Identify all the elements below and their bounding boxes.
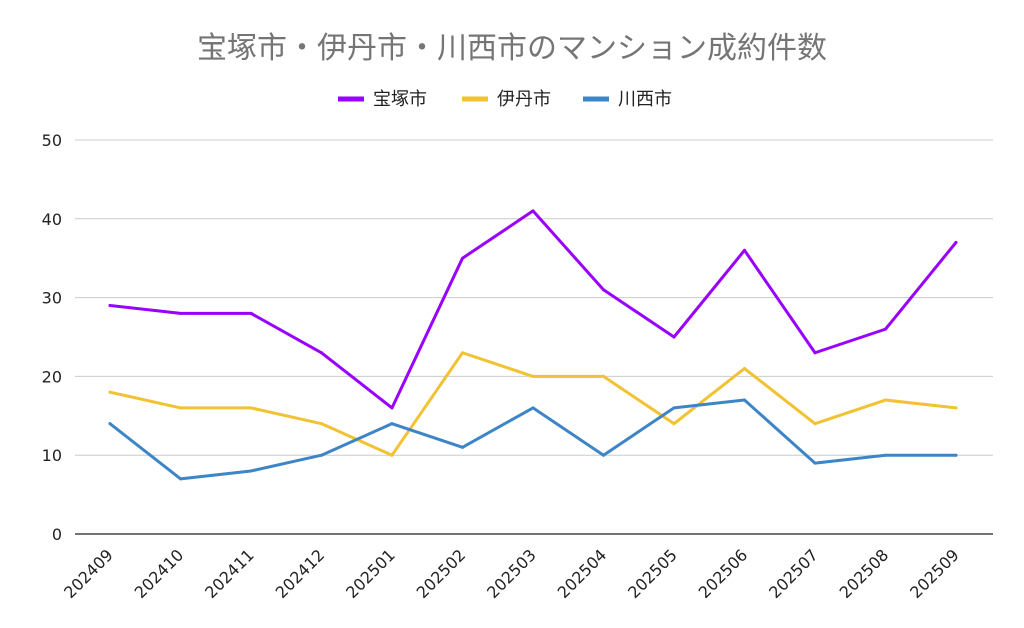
data-point-川西市-202502 [461, 445, 464, 449]
x-tick-label-202412: 202412 [272, 545, 329, 602]
data-point-伊丹市-202507 [813, 422, 817, 426]
x-tick-label-202507: 202507 [765, 545, 822, 602]
data-point-伊丹市-202506 [743, 367, 746, 371]
series-lines [108, 209, 958, 481]
data-point-宝塚市-202411 [249, 311, 253, 315]
y-tick-label-40: 40 [42, 210, 62, 229]
data-point-伊丹市-202509 [954, 406, 958, 410]
data-point-宝塚市-202506 [743, 248, 746, 252]
series-宝塚市 [108, 209, 958, 410]
x-axis-ticks: 202409 202410 202411 202412 202501 202502 2025… [60, 545, 963, 602]
data-point-伊丹市-202501 [390, 453, 394, 457]
data-point-宝塚市-202409 [108, 303, 112, 307]
legend-label-伊丹市: 伊丹市 [497, 89, 551, 110]
data-point-宝塚市-202503 [531, 209, 535, 213]
data-point-川西市-202411 [249, 469, 253, 473]
data-point-川西市-202501 [390, 422, 394, 426]
data-point-宝塚市-202410 [179, 311, 182, 315]
data-point-川西市-202507 [813, 461, 817, 465]
y-tick-label-10: 10 [42, 446, 62, 465]
x-tick-label-202501: 202501 [342, 545, 399, 602]
data-point-伊丹市-202411 [249, 406, 253, 410]
chart-title: 宝塚市・伊丹市・川西市のマンション成約件数 [197, 31, 827, 66]
series-line-川西市 [108, 398, 958, 481]
data-point-伊丹市-202508 [884, 398, 887, 402]
data-point-宝塚市-202507 [813, 351, 817, 355]
x-tick-label-202509: 202509 [906, 545, 963, 602]
data-point-伊丹市-202410 [179, 406, 182, 410]
data-point-宝塚市-202504 [602, 288, 605, 292]
data-point-宝塚市-202502 [461, 256, 464, 260]
data-point-伊丹市-202502 [461, 351, 464, 355]
data-point-川西市-202412 [320, 453, 323, 457]
data-point-川西市-202409 [108, 422, 112, 426]
data-point-伊丹市-202412 [320, 422, 323, 426]
data-point-宝塚市-202509 [954, 240, 958, 244]
data-point-川西市-202410 [179, 477, 182, 481]
data-point-伊丹市-202503 [531, 374, 535, 378]
data-point-川西市-202509 [954, 453, 958, 457]
data-point-宝塚市-202505 [672, 335, 676, 339]
x-tick-label-202503: 202503 [483, 545, 540, 602]
series-line-宝塚市 [108, 209, 958, 410]
x-tick-label-202409: 202409 [60, 545, 117, 602]
legend-label-宝塚市: 宝塚市 [373, 89, 427, 110]
y-tick-label-20: 20 [42, 367, 62, 386]
legend-label-川西市: 川西市 [618, 89, 672, 110]
data-point-川西市-202503 [531, 406, 535, 410]
data-point-川西市-202504 [602, 453, 605, 457]
series-川西市 [108, 398, 958, 481]
x-tick-label-202505: 202505 [624, 545, 681, 602]
x-tick-label-202506: 202506 [695, 545, 752, 602]
data-point-伊丹市-202505 [672, 422, 676, 426]
x-tick-label-202411: 202411 [201, 545, 258, 602]
y-tick-label-50: 50 [42, 131, 62, 150]
x-tick-label-202410: 202410 [131, 545, 188, 602]
data-point-宝塚市-202501 [390, 406, 394, 410]
y-axis-ticks: 0 10 20 30 40 50 [42, 131, 62, 544]
x-tick-label-202504: 202504 [554, 545, 611, 602]
data-point-伊丹市-202409 [108, 390, 112, 394]
x-tick-label-202508: 202508 [836, 545, 893, 602]
data-point-川西市-202508 [884, 453, 887, 457]
data-point-宝塚市-202412 [320, 351, 323, 355]
y-tick-label-30: 30 [42, 289, 62, 308]
series-伊丹市 [108, 351, 958, 457]
data-point-川西市-202506 [743, 398, 746, 402]
x-tick-label-202502: 202502 [413, 545, 470, 602]
y-tick-label-0: 0 [52, 525, 62, 544]
series-line-伊丹市 [108, 351, 958, 457]
data-point-伊丹市-202504 [602, 374, 605, 378]
data-point-宝塚市-202508 [884, 327, 887, 331]
data-point-川西市-202505 [672, 406, 676, 410]
legend: 宝塚市 伊丹市 川西市 [338, 89, 672, 110]
